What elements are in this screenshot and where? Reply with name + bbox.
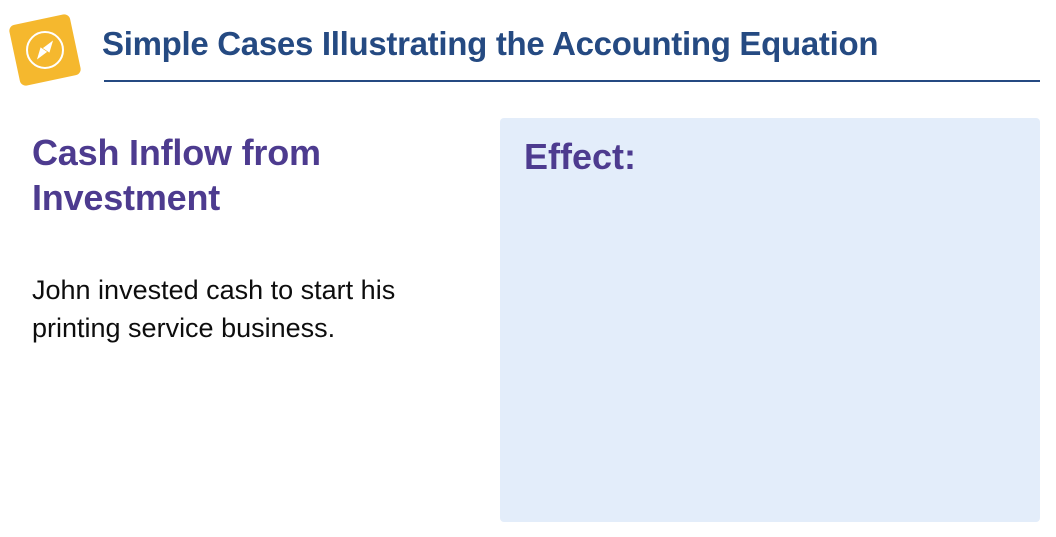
content-row: Cash Inflow from Investment John investe… — [16, 118, 1040, 522]
slide-container: Simple Cases Illustrating the Accounting… — [0, 0, 1056, 537]
header-underline — [104, 80, 1040, 82]
header-badge — [8, 13, 82, 87]
case-subheading: Cash Inflow from Investment — [32, 130, 470, 220]
compass-icon — [26, 31, 64, 69]
left-column: Cash Inflow from Investment John investe… — [32, 118, 480, 522]
page-title: Simple Cases Illustrating the Accounting… — [102, 25, 878, 63]
effect-heading: Effect: — [524, 136, 1016, 178]
case-body-text: John invested cash to start his printing… — [32, 272, 470, 348]
effect-panel: Effect: — [500, 118, 1040, 522]
header-row: Simple Cases Illustrating the Accounting… — [16, 12, 1040, 76]
